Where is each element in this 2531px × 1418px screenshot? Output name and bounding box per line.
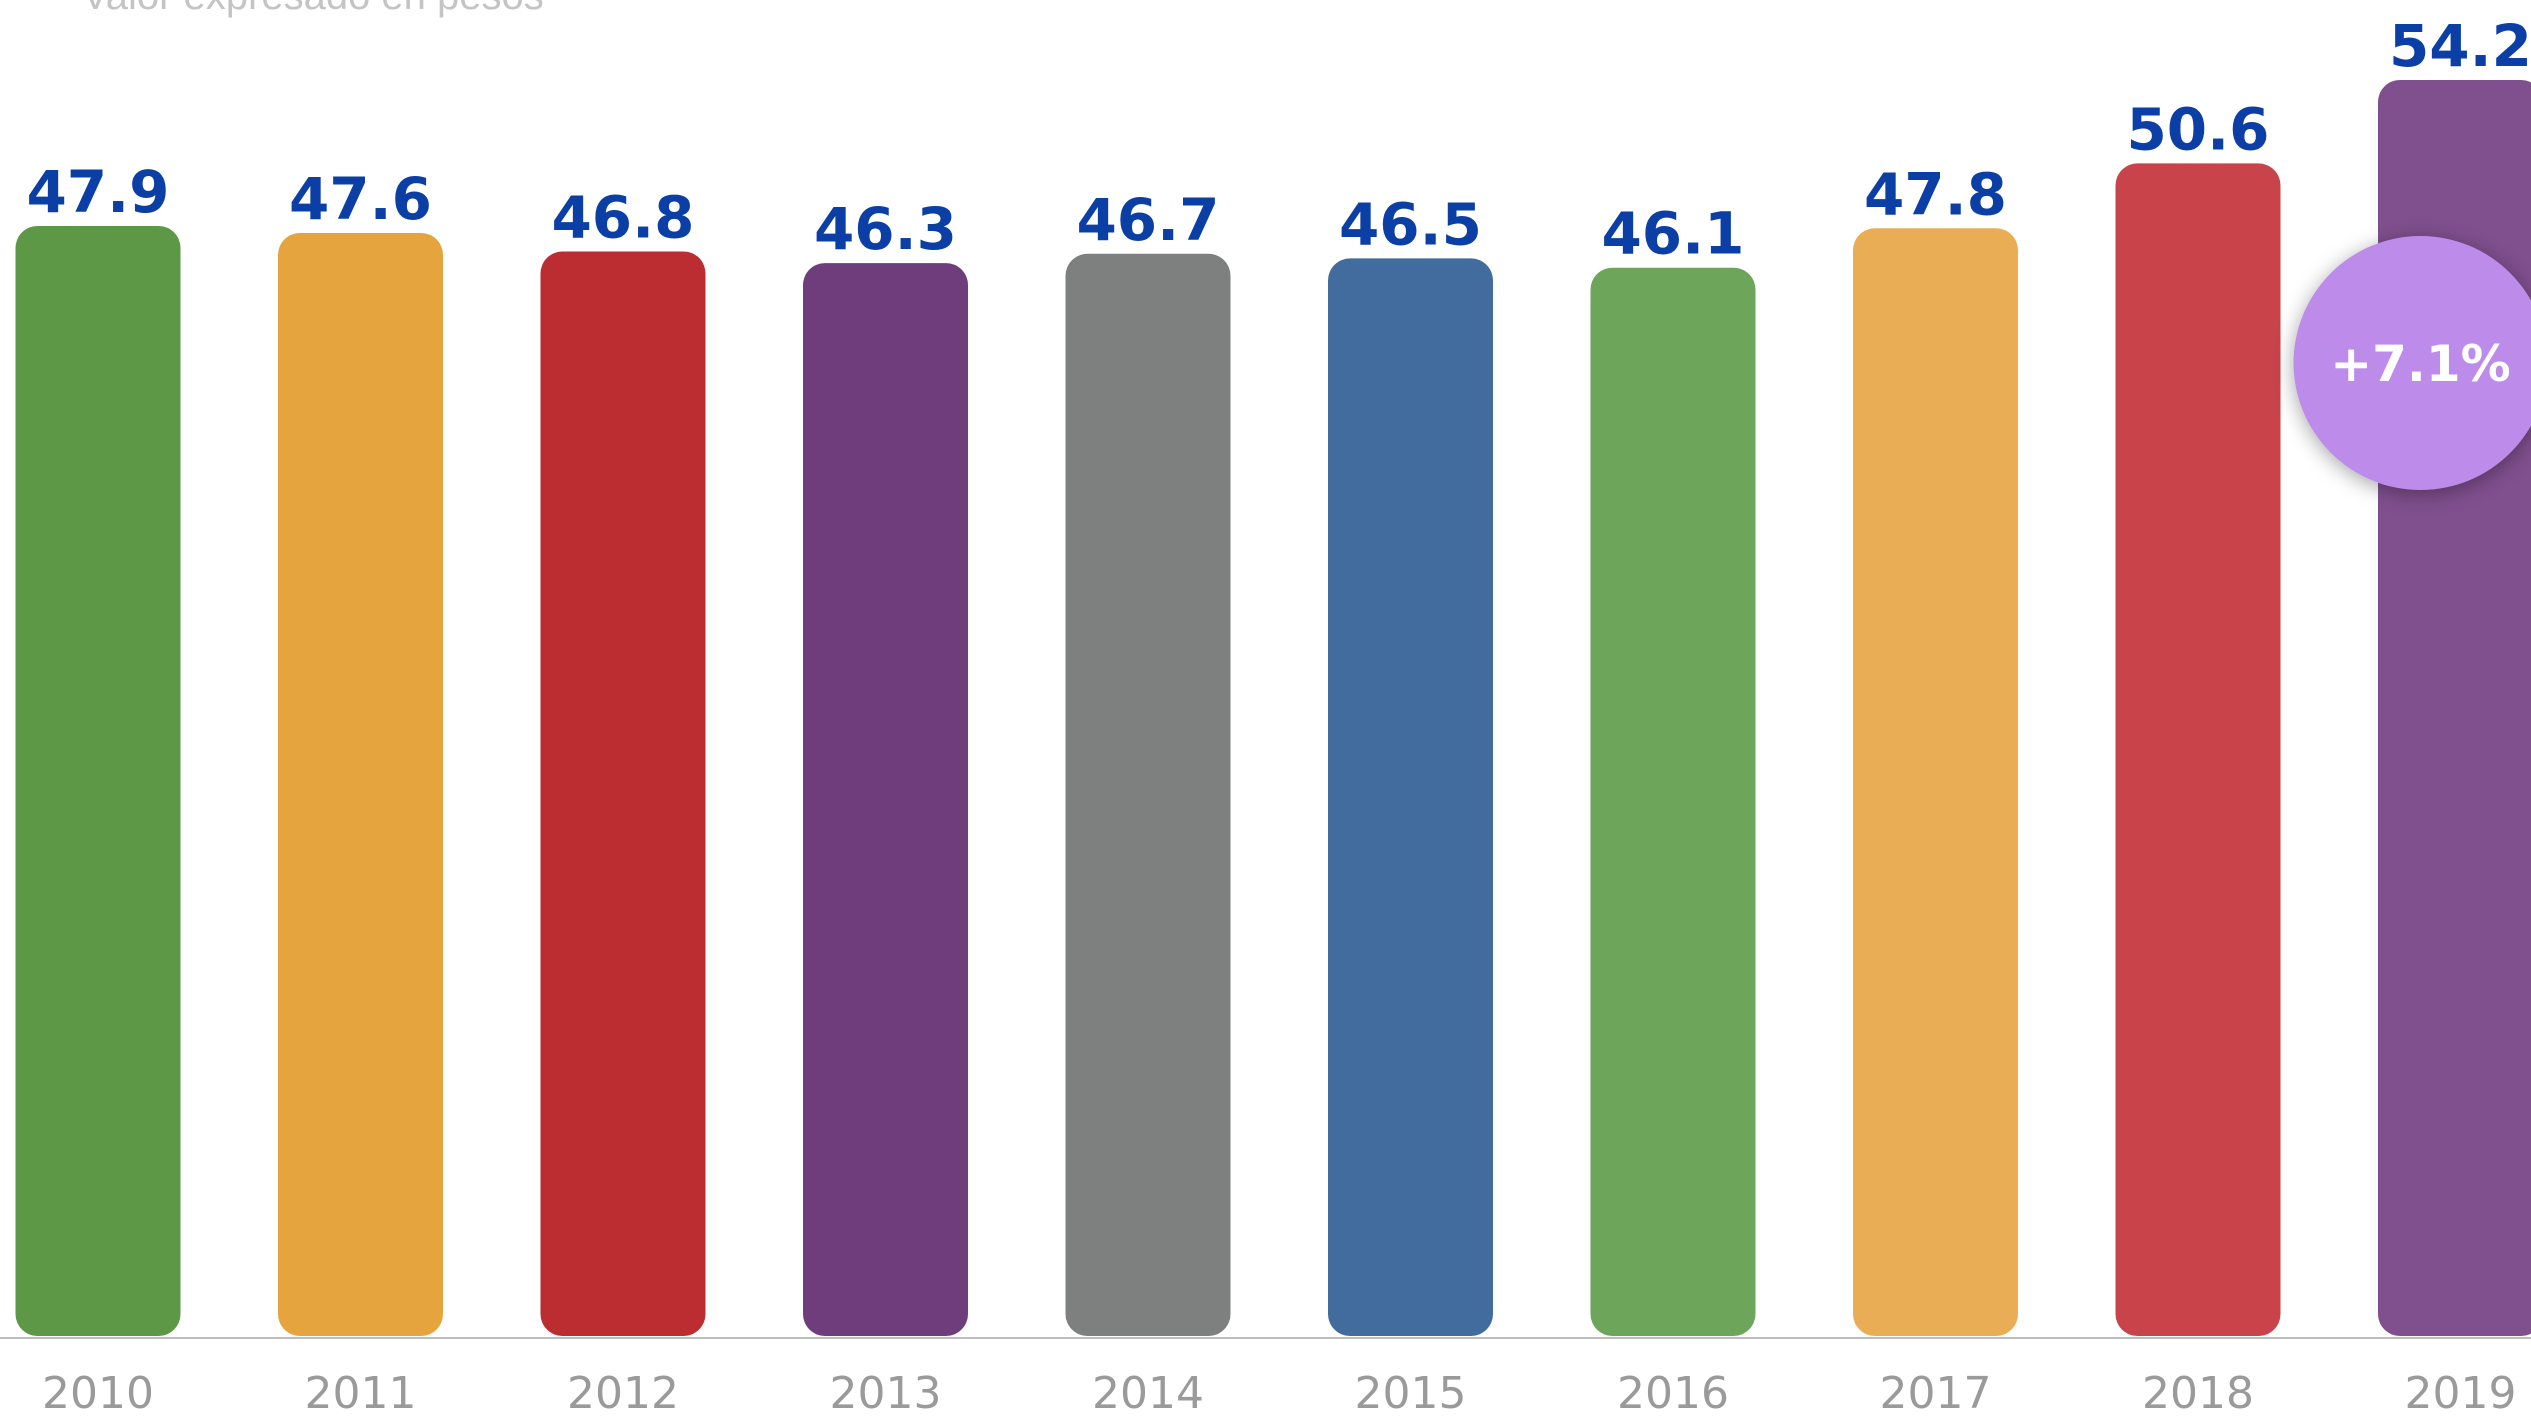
chart-subtitle: Valor expresado en pesos <box>82 0 544 19</box>
value-label-2013: 46.3 <box>814 195 957 263</box>
x-tick-labels: 2010 2011 2012 2013 2014 2015 2016 2017 2018 2019 <box>42 1368 2516 1418</box>
value-labels: 47.9 47.6 46.8 46.3 46.7 46.5 46.1 47.8 50.6 54.2 <box>26 12 2531 268</box>
x-tick-label-2019: 2019 <box>2405 1368 2517 1418</box>
value-label-2016: 46.1 <box>1601 200 1744 268</box>
value-label-2011: 47.6 <box>289 165 432 233</box>
x-tick-label-2015: 2015 <box>1355 1368 1467 1418</box>
x-tick-label-2011: 2011 <box>305 1368 417 1418</box>
value-label-2017: 47.8 <box>1864 160 2007 228</box>
bar-2014 <box>1065 253 1231 1336</box>
bar-2016 <box>1590 267 1756 1336</box>
value-label-2019: 54.2 <box>2389 12 2531 80</box>
x-tick-label-2014: 2014 <box>1092 1368 1204 1418</box>
value-label-2010: 47.9 <box>26 158 169 226</box>
x-tick-label-2018: 2018 <box>2142 1368 2254 1418</box>
bar-2015 <box>1328 258 1493 1336</box>
bar-2018 <box>2115 163 2281 1337</box>
bar-2012 <box>540 251 706 1336</box>
x-tick-label-2013: 2013 <box>830 1368 942 1418</box>
x-tick-label-2017: 2017 <box>1880 1368 1992 1418</box>
bars <box>15 80 2531 1337</box>
bar-2010 <box>15 225 181 1336</box>
bar-2017 <box>1853 228 2018 1337</box>
bar-2011 <box>278 232 443 1336</box>
x-tick-label-2012: 2012 <box>567 1368 679 1418</box>
change-badge-label: +7.1% <box>2330 335 2511 393</box>
change-badge-circle <box>2293 236 2531 490</box>
change-badge: +7.1% <box>2293 236 2531 490</box>
value-label-2012: 46.8 <box>551 183 694 251</box>
bar-2013 <box>803 263 968 1337</box>
x-tick-label-2010: 2010 <box>42 1368 154 1418</box>
value-label-2018: 50.6 <box>2126 95 2269 163</box>
value-label-2015: 46.5 <box>1339 190 1482 258</box>
value-label-2014: 46.7 <box>1076 186 1219 254</box>
x-tick-label-2016: 2016 <box>1617 1368 1729 1418</box>
